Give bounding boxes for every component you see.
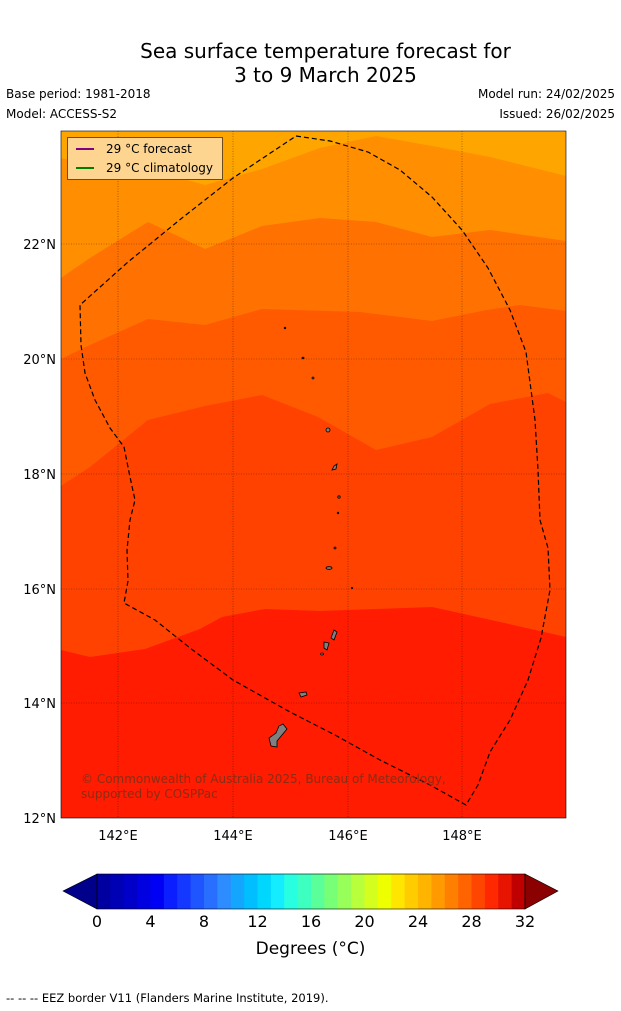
colorbar-cell [244,874,258,909]
chart-title-line2: 3 to 9 March 2025 [234,63,417,87]
maug-island [301,356,305,360]
sst-map: 22°N 20°N 18°N 16°N 14°N 12°N 142°E 144°E 146°E… [23,130,567,844]
colorbar-cell [418,874,432,909]
lon-label: 142°E [98,829,138,844]
guam-island [268,723,288,748]
colorbar-tick-label: 4 [145,912,155,931]
legend-item-forecast: 29 °C forecast [76,140,192,158]
colorbar-cell [270,874,285,909]
colorbar-cell [498,874,513,909]
lon-label: 148°E [442,829,482,844]
colorbar-cell [324,874,339,909]
colorbar-cell [458,874,472,909]
agrihan-island [325,427,331,433]
model-run-label: Model run: 24/02/2025 [477,87,615,101]
zealandia-island [350,586,354,590]
lat-label: 16°N [23,583,56,598]
chart-title-line1: Sea surface temperature forecast for [140,39,511,63]
legend-item-climatology: 29 °C climatology [76,159,213,177]
eez-source-note: -- -- -- EEZ border V11 (Flanders Marine… [6,991,329,1005]
colorbar-cell [471,874,486,909]
colorbar-cell [484,874,499,909]
islands [268,326,354,748]
model-label: Model: ACCESS-S2 [6,107,118,121]
tinian-island [323,641,330,651]
rota-island [298,691,308,698]
lon-label: 146°E [328,829,368,844]
legend-label-climatology: 29 °C climatology [106,161,214,175]
copyright-credit: © Commonwealth of Australia 2025, Bureau… [81,772,446,801]
colorbar-cell [284,874,299,909]
colorbar-cell [163,874,178,909]
colorbar-cell [257,874,272,909]
pagan-island [331,463,338,471]
colorbar-cell [404,874,419,909]
saipan-island [330,629,338,641]
colorbar-over-arrow [524,873,559,910]
colorbar-cell [177,874,192,909]
lat-label: 20°N [23,353,56,368]
colorbar-cell [337,874,352,909]
lat-label: 22°N [23,238,56,253]
lat-label: 14°N [23,697,56,712]
colorbar-cell [391,874,406,909]
colorbar-title: Degrees (°C) [255,939,366,959]
colorbar-cell [137,874,151,909]
colorbar-tick-label: 0 [92,912,102,931]
issued-label: Issued: 26/02/2025 [499,107,615,121]
colorbar-tick-label: 32 [515,912,535,931]
colorbar-cell [297,874,312,909]
aguijan-island [320,652,324,656]
legend-swatch-climatology [76,167,94,169]
colorbar-cell [110,874,125,909]
colorbar-cell [190,874,205,909]
eez-border [79,135,551,806]
anatahan-island [325,566,333,570]
sarigan-island [333,546,337,550]
colorbar-cell [217,874,232,909]
colorbar-tick-label: 12 [247,912,267,931]
legend-swatch-forecast [76,148,94,150]
legend-label-forecast: 29 °C forecast [106,142,192,156]
colorbar-cell [204,874,218,909]
colorbar-cell [123,874,138,909]
colorbar: 0 4 8 12 16 20 24 28 32 [62,873,559,931]
alamagan-island [337,495,341,499]
map-frame [60,130,567,819]
colorbar-cell [511,874,526,909]
colorbar-frame [96,873,526,910]
colorbar-tick-label: 20 [354,912,374,931]
latitude-labels: 22°N 20°N 18°N 16°N 14°N 12°N [23,238,56,827]
colorbar-cell [431,874,446,909]
graticule [61,131,566,818]
lat-label: 18°N [23,468,56,483]
lat-label: 12°N [23,812,56,827]
farallon-island [283,326,287,330]
colorbar-cell [311,874,325,909]
colorbar-cell [364,874,379,909]
colorbar-tick-label: 16 [301,912,321,931]
asuncion-island [311,376,315,380]
longitude-labels: 142°E 144°E 146°E 148°E [98,829,482,844]
colorbar-tick-label: 28 [461,912,481,931]
colorbar-cell [351,874,365,909]
colorbar-tick-label: 8 [199,912,209,931]
base-period-label: Base period: 1981-2018 [6,87,151,101]
colorbar-tick-label: 24 [408,912,428,931]
colorbar-under-arrow [62,873,98,910]
colorbar-cell [444,874,459,909]
colorbar-cell [97,874,111,909]
colorbar-cell [150,874,165,909]
colorbar-cell [377,874,392,909]
colorbar-cell [230,874,245,909]
lon-label: 144°E [213,829,253,844]
guguan-island [336,511,340,515]
map-legend: 29 °C forecast 29 °C climatology [67,137,223,180]
